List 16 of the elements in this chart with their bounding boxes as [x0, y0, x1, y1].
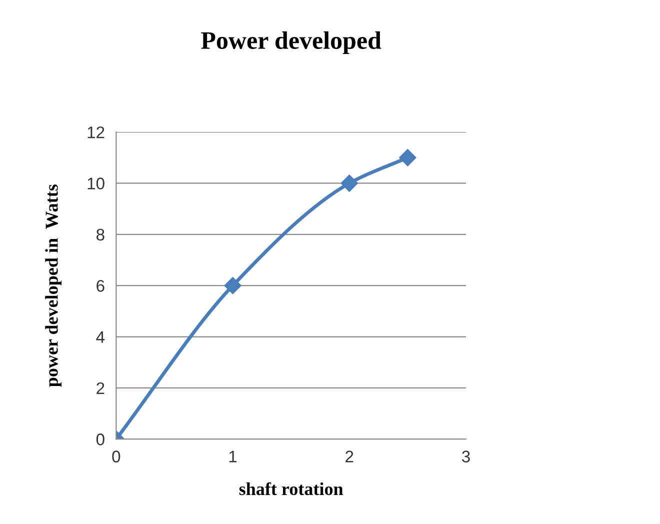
x-tick-label: 1 — [229, 450, 237, 462]
x-tick-label: 0 — [112, 450, 120, 462]
y-tick-label: 12 — [88, 126, 104, 138]
y-axis-title: power developed in Watts — [45, 184, 62, 387]
y-tick-label: 4 — [96, 331, 105, 343]
x-tick-label: 3 — [462, 450, 470, 462]
chart-title: Power developed — [201, 31, 382, 54]
point — [399, 149, 416, 166]
point — [340, 174, 358, 192]
y-tick-label: 8 — [96, 228, 104, 241]
y-tick-label: 0 — [96, 434, 104, 446]
y-tick-label: 2 — [96, 382, 104, 394]
y-tick-label: 6 — [96, 280, 104, 292]
x-tick-label: 2 — [346, 450, 354, 462]
y-tick-label: 10 — [88, 178, 104, 190]
x-axis-title: shaft rotation — [239, 482, 344, 496]
